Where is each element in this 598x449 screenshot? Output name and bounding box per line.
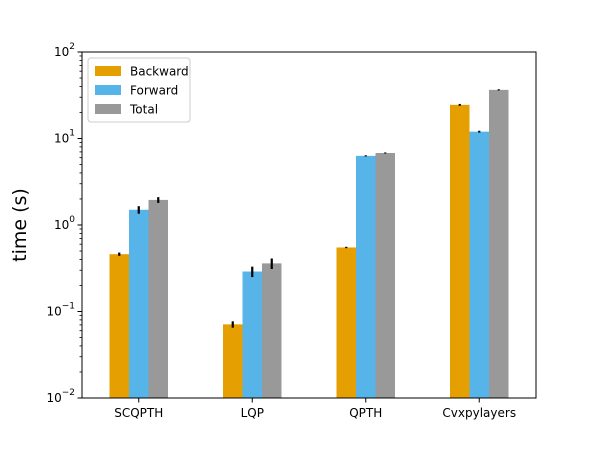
legend: Backward Forward Total: [87, 57, 191, 123]
bar-backward-lqp: [223, 324, 243, 398]
legend-swatch-backward: [95, 66, 121, 76]
bar-total-qpth: [375, 152, 395, 398]
y-tick-label: 10−1: [46, 302, 75, 319]
bar-forward-lqp: [242, 271, 262, 398]
x-tick-label: Cvxpylayers: [442, 406, 516, 420]
y-tick-label: 101: [54, 129, 75, 146]
y-tick-label: 10−2: [46, 388, 75, 405]
legend-label-total: Total: [129, 103, 158, 117]
bar-backward-scqpth: [109, 254, 129, 398]
x-tick-label: QPTH: [349, 406, 382, 420]
legend-label-backward: Backward: [130, 65, 189, 79]
x-axis-ticks: SCQPTH LQP QPTH Cvxpylayers: [114, 398, 516, 420]
bar-forward-qpth: [356, 155, 376, 398]
legend-label-forward: Forward: [130, 84, 178, 98]
bars-group: [109, 89, 509, 399]
bar-forward-cvxpylayers: [469, 131, 489, 398]
y-axis-title: time (s): [9, 188, 31, 262]
bar-backward-qpth: [336, 247, 356, 398]
bar-forward-scqpth: [129, 209, 149, 398]
legend-swatch-forward: [95, 85, 121, 95]
y-tick-label: 100: [54, 215, 75, 232]
bar-total-cvxpylayers: [489, 89, 509, 398]
legend-swatch-total: [95, 104, 121, 114]
x-tick-label: SCQPTH: [114, 406, 163, 420]
y-tick-label: 102: [54, 42, 75, 59]
bar-total-lqp: [262, 263, 282, 398]
x-tick-label: LQP: [241, 406, 264, 420]
y-major-ticks: 10−2 10−1 100 101 102: [46, 42, 82, 405]
bar-total-scqpth: [148, 199, 168, 398]
plot-frame: [81, 51, 537, 399]
bar-backward-cvxpylayers: [450, 104, 470, 399]
error-bars-group: [118, 89, 500, 328]
